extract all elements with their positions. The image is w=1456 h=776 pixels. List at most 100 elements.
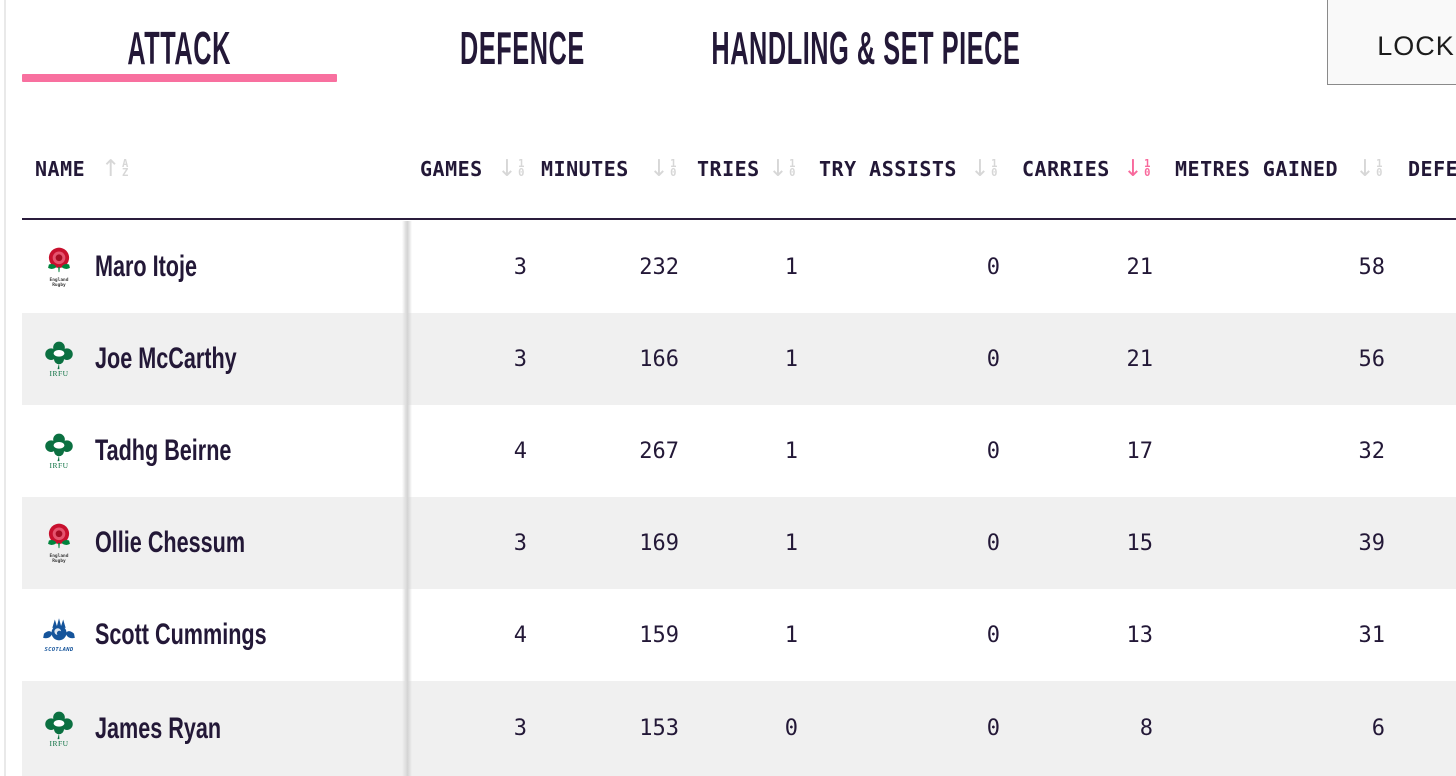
tries-value: 1 <box>784 438 798 464</box>
games-value: 3 <box>513 346 527 372</box>
carries-value: 21 <box>1126 254 1154 280</box>
try-assists-value: 0 <box>986 530 1000 556</box>
column-label-metres-gained: METRES GAINED <box>1175 157 1339 181</box>
try-assists-value: 0 <box>986 254 1000 280</box>
irfu-logo: IRFU <box>40 432 78 470</box>
minutes-value: 169 <box>639 530 679 556</box>
try-assists-value: 0 <box>986 438 1000 464</box>
position-filter-dropdown[interactable]: LOCK <box>1327 0 1456 85</box>
column-label-name: NAME <box>35 157 86 181</box>
player-name: Joe McCarthy <box>95 342 237 375</box>
stats-tab-bar: ATTACK DEFENCE HANDLING & SET PIECE <box>0 0 1456 82</box>
minutes-value: 166 <box>639 346 679 372</box>
table-row[interactable]: IRFU Joe McCarthy 3 166 1 0 21 56 <box>22 313 1456 405</box>
games-value: 3 <box>513 716 527 741</box>
player-name: Scott Cummings <box>95 618 267 651</box>
table-row[interactable]: SCOTLAND Scott Cummings 4 159 1 0 13 31 <box>22 589 1456 681</box>
table-row[interactable]: IRFU Tadhg Beirne 4 267 1 0 17 32 <box>22 405 1456 497</box>
metres-gained-value: 58 <box>1358 254 1386 280</box>
carries-value: 8 <box>1139 716 1153 741</box>
scotland-rugby-logo: SCOTLAND <box>40 617 78 653</box>
player-cell: England Rugby Maro Itoje <box>22 246 408 288</box>
table-row[interactable]: England Rugby Maro Itoje 3 232 1 0 21 58 <box>22 221 1456 313</box>
tab-defence[interactable]: DEFENCE <box>422 0 622 82</box>
frozen-column-shadow <box>402 221 412 776</box>
games-value: 4 <box>513 622 527 648</box>
player-name: Tadhg Beirne <box>95 434 232 467</box>
player-stats-table: England Rugby Maro Itoje 3 232 1 0 21 58 <box>22 221 1456 776</box>
column-label-try-assists: TRY ASSISTS <box>819 157 957 181</box>
page-edge-line <box>4 0 6 776</box>
position-filter-value: LOCK <box>1377 31 1455 61</box>
column-label-tries: TRIES <box>697 157 760 181</box>
minutes-value: 232 <box>639 254 679 280</box>
scotland-caption: SCOTLAND <box>44 647 74 653</box>
player-name: Maro Itoje <box>95 250 198 283</box>
tab-handling-set-piece[interactable]: HANDLING & SET PIECE <box>711 0 1021 82</box>
try-assists-value: 0 <box>986 716 1000 741</box>
irfu-caption: IRFU <box>49 369 69 378</box>
metres-gained-value: 56 <box>1358 346 1386 372</box>
try-assists-value: 0 <box>986 622 1000 648</box>
metres-gained-value: 39 <box>1358 530 1386 556</box>
column-label-games: GAMES <box>420 157 483 181</box>
table-row[interactable]: England Rugby Ollie Chessum 3 169 1 0 15… <box>22 497 1456 589</box>
column-label-minutes: MINUTES <box>541 157 629 181</box>
minutes-value: 159 <box>639 622 679 648</box>
tab-defence-label: DEFENCE <box>459 22 585 74</box>
games-value: 4 <box>513 438 527 464</box>
active-tab-underline <box>22 74 337 82</box>
tries-value: 1 <box>784 622 798 648</box>
metres-gained-value: 6 <box>1371 716 1385 741</box>
header-divider-line <box>22 218 1456 220</box>
tries-value: 1 <box>784 254 798 280</box>
england-rugby-logo: England Rugby <box>40 246 78 288</box>
carries-value: 13 <box>1126 622 1154 648</box>
column-label-defenders-beaten: DEFE <box>1408 157 1456 181</box>
irfu-logo: IRFU <box>40 340 78 378</box>
player-cell: IRFU James Ryan <box>22 710 408 748</box>
tries-value: 1 <box>784 346 798 372</box>
tab-attack-label: ATTACK <box>127 22 232 74</box>
tab-handling-set-piece-label: HANDLING & SET PIECE <box>711 22 1021 74</box>
table-row[interactable]: IRFU James Ryan 3 153 0 0 8 6 <box>22 681 1456 776</box>
tries-value: 0 <box>784 716 798 741</box>
metres-gained-value: 32 <box>1358 438 1386 464</box>
carries-value: 21 <box>1126 346 1154 372</box>
england-rugby-logo: England Rugby <box>40 522 78 564</box>
tries-value: 1 <box>784 530 798 556</box>
carries-value: 15 <box>1126 530 1154 556</box>
games-value: 3 <box>513 530 527 556</box>
player-name: James Ryan <box>95 711 222 745</box>
try-assists-value: 0 <box>986 346 1000 372</box>
england-rugby-caption: England Rugby <box>49 278 69 288</box>
player-cell: SCOTLAND Scott Cummings <box>22 617 408 653</box>
player-cell: IRFU Tadhg Beirne <box>22 432 408 470</box>
player-name: Ollie Chessum <box>95 526 246 559</box>
column-header-defenders-beaten[interactable]: DEFE <box>1393 140 1456 198</box>
games-value: 3 <box>513 254 527 280</box>
irfu-logo: IRFU <box>40 710 78 748</box>
minutes-value: 153 <box>639 716 679 741</box>
column-label-carries: CARRIES <box>1022 157 1110 181</box>
irfu-caption: IRFU <box>49 738 69 748</box>
irfu-caption: IRFU <box>49 461 69 470</box>
tab-attack[interactable]: ATTACK <box>22 0 337 82</box>
metres-gained-value: 31 <box>1358 622 1386 648</box>
england-rugby-caption: England Rugby <box>49 554 69 564</box>
carries-value: 17 <box>1126 438 1154 464</box>
